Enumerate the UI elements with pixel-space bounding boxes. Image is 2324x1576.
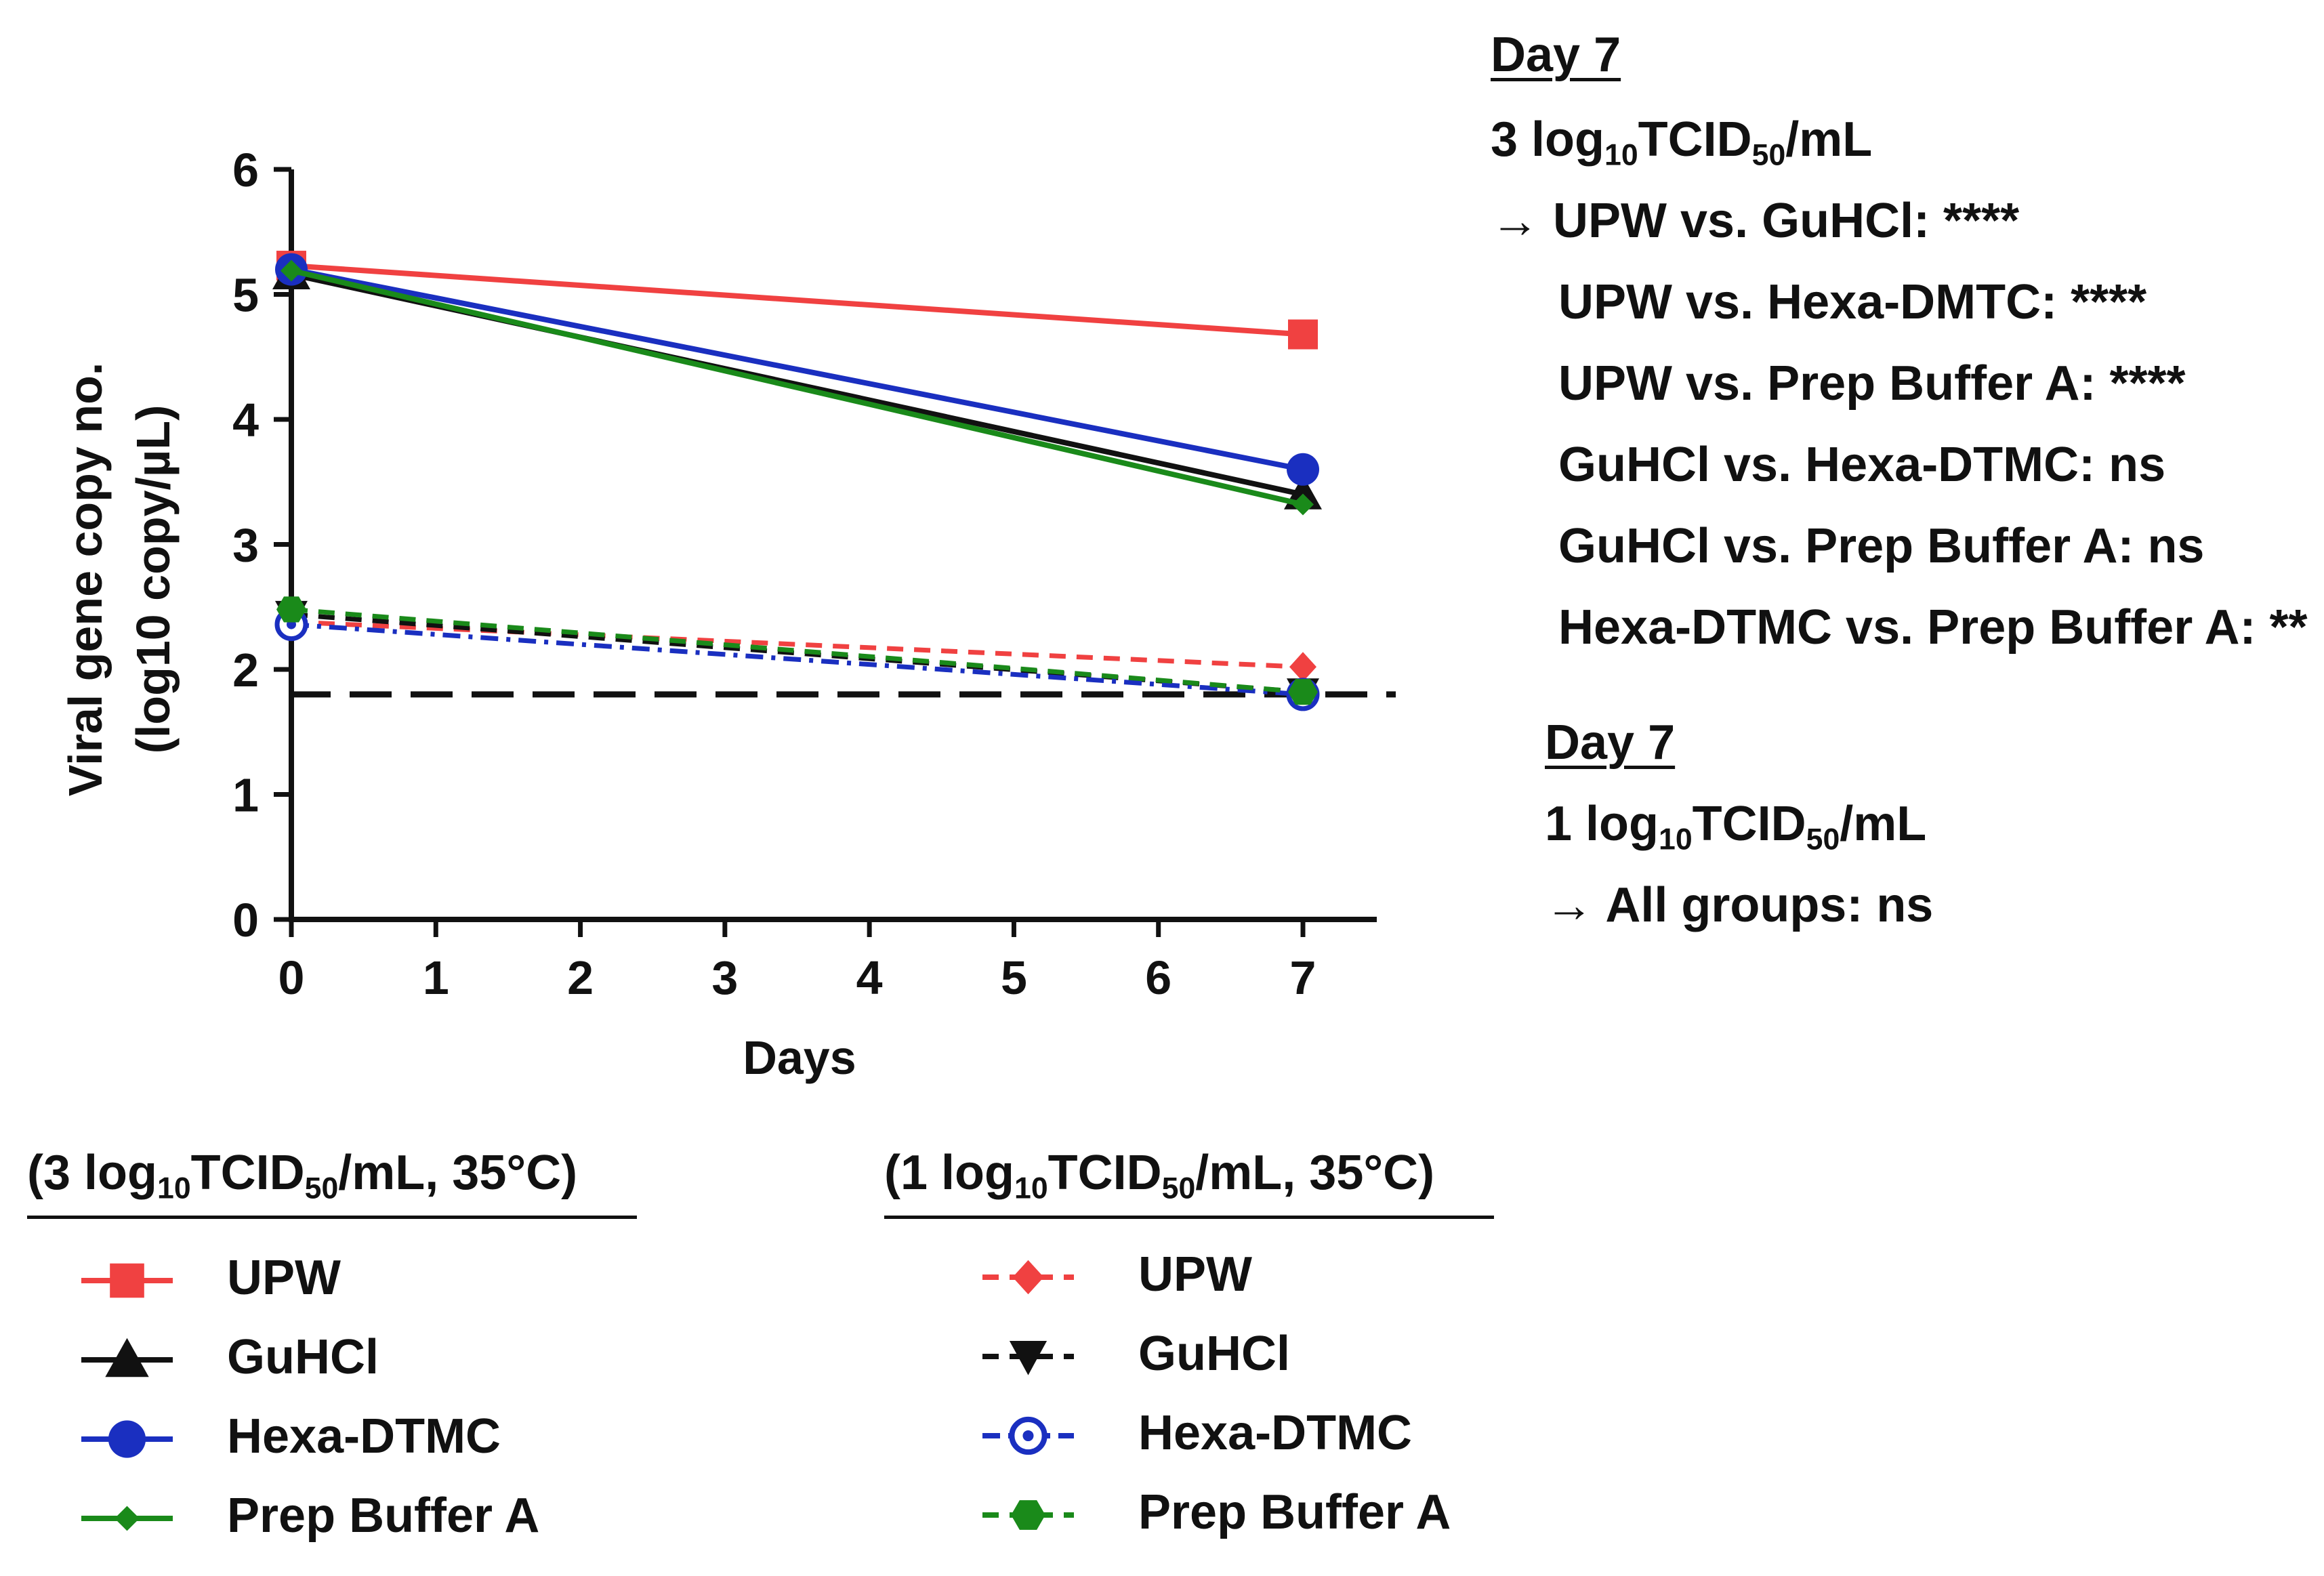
- y-tick-label: 3: [232, 519, 259, 572]
- legend-label-upw-1log: UPW: [1138, 1247, 1252, 1302]
- point-hexa-dtmc-3log-day7: [1287, 453, 1319, 486]
- legend-marker-prep-buffer-a-1log: [1011, 1500, 1045, 1530]
- x-tick-label: 7: [1290, 951, 1316, 1004]
- axes: 0 1 2 3 4 5 6 0 1 2 3 4 5 6 7 Days Viral gene copy no. (l…: [59, 144, 1377, 1084]
- x-tick-label: 1: [423, 951, 449, 1004]
- legend-marker-upw-3log: [110, 1263, 144, 1298]
- annotation-line-5: GuHCl vs. Prep Buffer A: ns: [1558, 519, 2205, 573]
- annotation-heading-1: Day 7: [1491, 28, 1621, 82]
- legend-label-prep-1log: Prep Buffer A: [1138, 1485, 1451, 1539]
- arrow-icon: →: [1545, 878, 1594, 932]
- legend-label-hexa-1log: Hexa-DTMC: [1138, 1406, 1413, 1460]
- y-tick-label: 0: [232, 894, 259, 947]
- legend-heading-underline: [884, 1216, 1494, 1219]
- series-layer: [272, 251, 1396, 711]
- legend-marker-guhcl-3log: [105, 1337, 149, 1377]
- legend-layer: [81, 1260, 1074, 1531]
- series-line-prep-buffer-a-3log: [291, 268, 1304, 507]
- legend-marker-hexa-dtmc-3log: [108, 1420, 146, 1458]
- y-tick-label: 5: [232, 269, 259, 322]
- annotation-line-1: → UPW vs. GuHCl: ****: [1491, 194, 2020, 248]
- y-tick-label: 1: [232, 769, 259, 822]
- annotation-heading-2: Day 7: [1545, 716, 1676, 770]
- series-line-guhcl-1log: [291, 612, 1304, 694]
- legend-label-guhcl-1log: GuHCl: [1138, 1327, 1290, 1381]
- y-tick-label: 2: [232, 644, 259, 697]
- x-tick-label: 5: [1001, 951, 1027, 1004]
- y-tick-label: 4: [232, 394, 259, 447]
- legend-marker-upw-1log: [1012, 1260, 1044, 1295]
- legend-heading-1log: (1 log10TCID50/mL, 35°C): [884, 1145, 1494, 1219]
- x-tick-label: 2: [567, 951, 594, 1004]
- y-axis-title-line1: Viral gene copy no.: [59, 362, 112, 797]
- point-upw-1log-day7: [1289, 652, 1316, 682]
- legend-marker-prep-buffer-a-3log: [115, 1506, 140, 1531]
- y-axis-title-line2: (log10 copy/µL): [127, 405, 180, 754]
- point-prep-buffer-a-3log-day0: [281, 260, 302, 282]
- legend-label-prep-3log: Prep Buffer A: [227, 1489, 540, 1543]
- annotation-line-4: GuHCl vs. Hexa-DTMC: ns: [1558, 438, 2166, 492]
- point-prep-buffer-a-1log-day0: [276, 596, 306, 623]
- x-axis-title: Days: [743, 1031, 856, 1084]
- y-tick-label: 6: [232, 144, 259, 196]
- x-tick-label: 3: [711, 951, 738, 1004]
- legend-label-upw-3log: UPW: [227, 1251, 341, 1305]
- annotation-dose-2: 1 log10TCID50/mL: [1545, 797, 1927, 856]
- annotation-dose-1: 3 log10TCID50/mL: [1491, 112, 1873, 172]
- annotation-line-7: → All groups: ns: [1545, 878, 1934, 932]
- legend-label-hexa-3log: Hexa-DTMC: [227, 1409, 501, 1464]
- legend-marker-hexa-dtmc-1log: [1009, 1416, 1047, 1455]
- legend-marker-hexa-dtmc-1log-inner: [1022, 1430, 1034, 1442]
- arrow-icon: →: [1491, 194, 1539, 248]
- x-tick-label: 6: [1145, 951, 1171, 1004]
- series-line-prep-buffer-a-1log: [291, 606, 1304, 694]
- legend-marker-guhcl-1log: [1009, 1341, 1047, 1375]
- annotation-line-6: Hexa-DTMC vs. Prep Buffer A: **: [1558, 600, 2308, 655]
- point-prep-buffer-a-3log-day7: [1292, 493, 1314, 516]
- series-line-hexa-dtmc-3log: [291, 266, 1304, 472]
- series-line-hexa-dtmc-1log: [291, 622, 1304, 697]
- series-line-upw-3log: [291, 263, 1304, 337]
- legend-heading-underline: [27, 1216, 637, 1219]
- legend-heading-3log: (3 log10TCID50/mL, 35°C): [27, 1145, 637, 1219]
- x-tick-label: 0: [278, 951, 305, 1004]
- annotation-line-2: UPW vs. Hexa-DMTC: ****: [1558, 275, 2147, 329]
- x-tick-label: 4: [856, 951, 883, 1004]
- point-prep-buffer-a-1log-day7: [1288, 679, 1318, 705]
- legend-label-guhcl-3log: GuHCl: [227, 1330, 379, 1384]
- annotation-line-3: UPW vs. Prep Buffer A: ****: [1558, 356, 2186, 411]
- point-upw-3log-day7: [1288, 319, 1318, 350]
